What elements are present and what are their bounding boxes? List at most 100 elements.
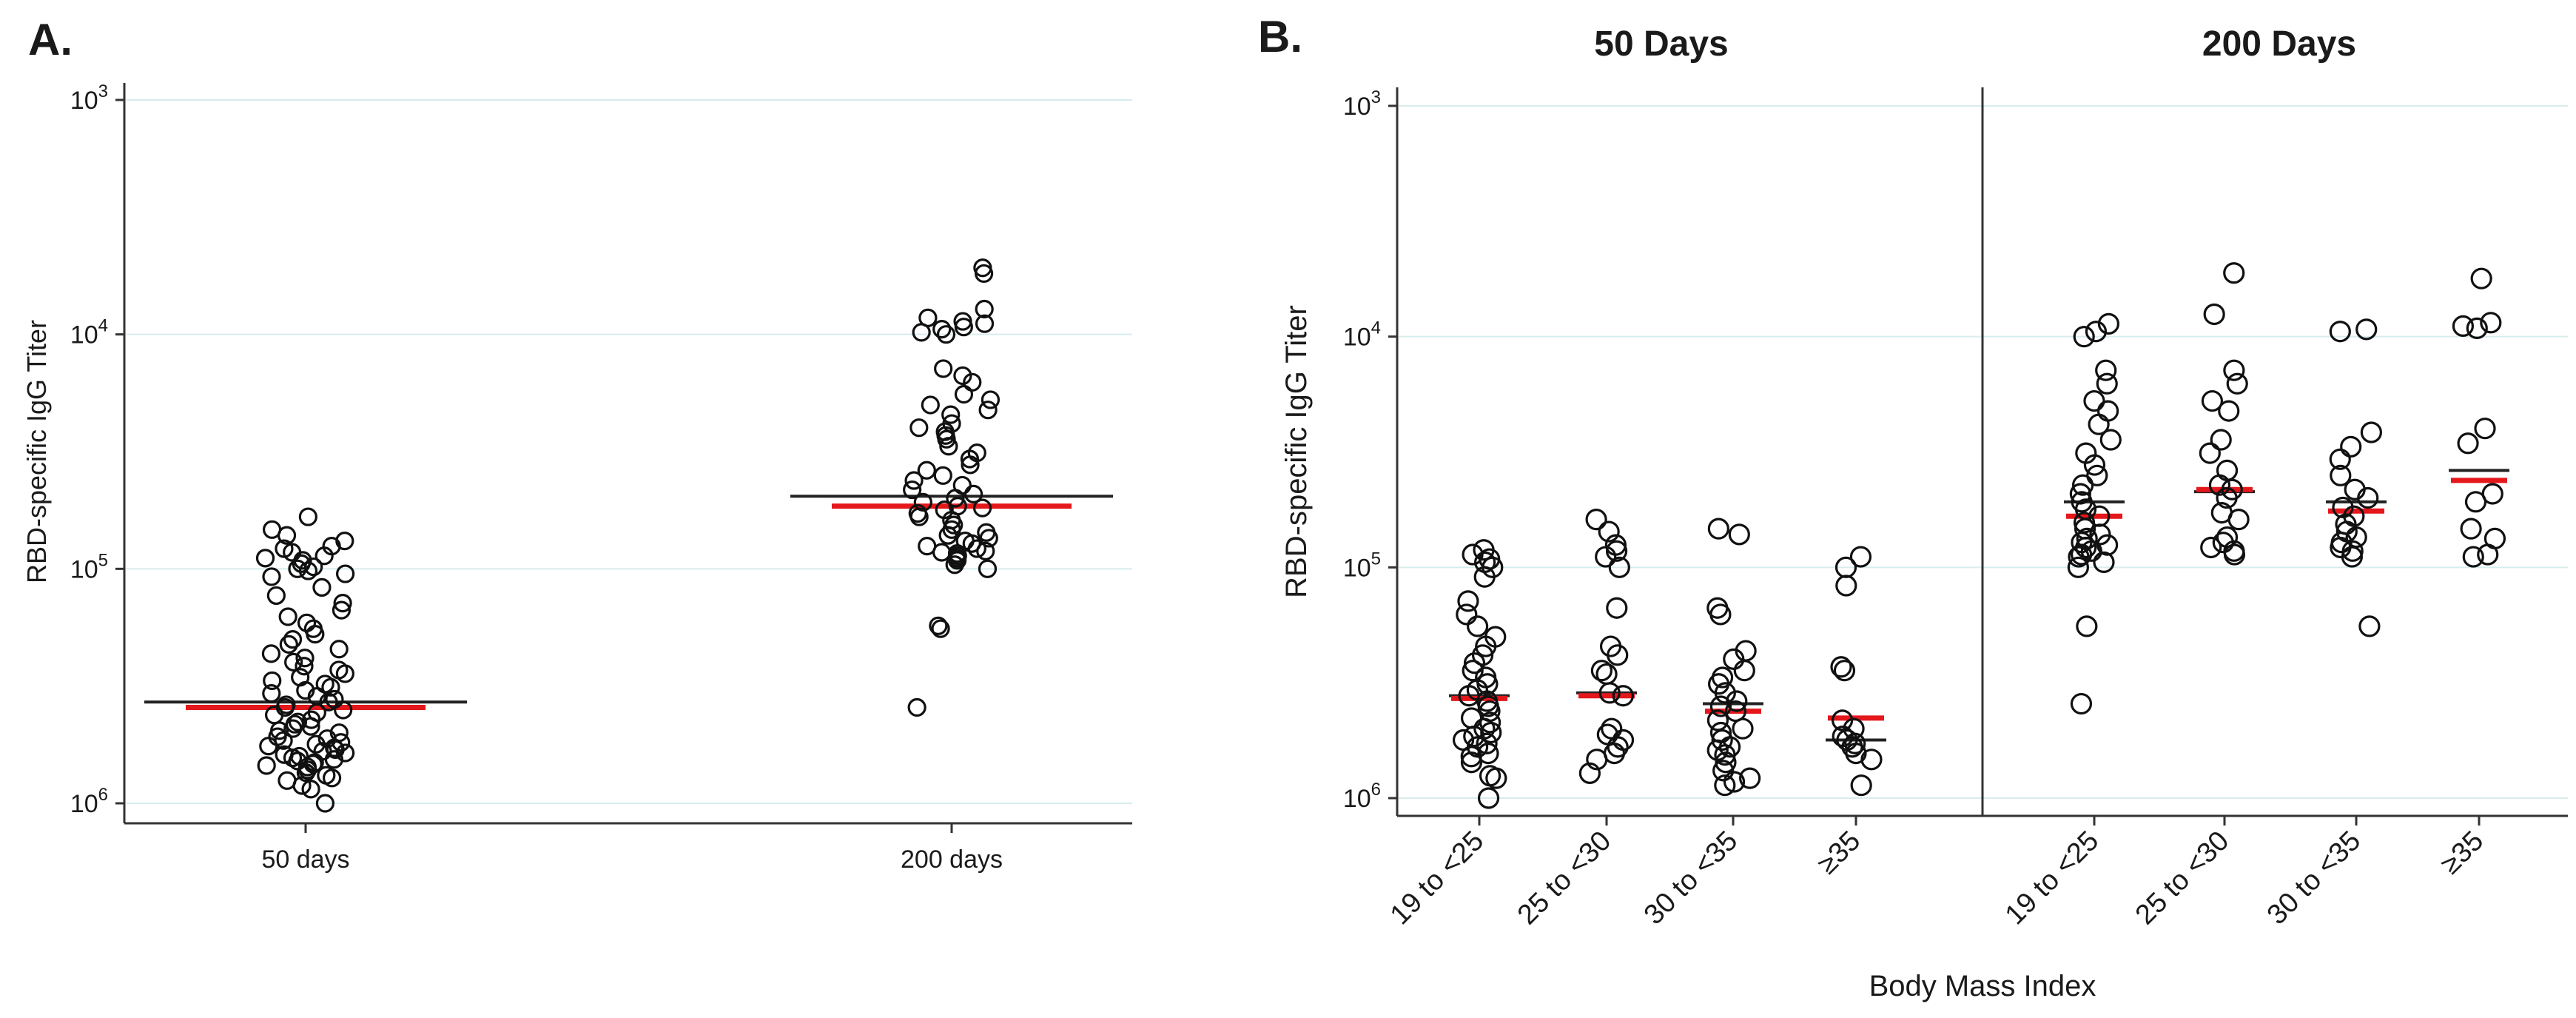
panel-b-200-days-cat4-point (2474, 418, 2496, 440)
panel-b-200-days-cat1-point (2073, 512, 2096, 534)
panel-a-50-days-point (262, 684, 281, 703)
panel-a-200-days-point (948, 496, 967, 516)
panel-a-50-days-point (278, 771, 297, 790)
panel-b-50-days-cat1-point (1457, 590, 1479, 612)
panel-a-50-days-point (283, 630, 303, 649)
panel-b-200-days-cat4-point (2483, 527, 2506, 549)
panel-a-50-days-point (312, 577, 332, 597)
panel-b-200-days-cat2-point (2226, 372, 2248, 395)
panel-b-200-days-cat2-point (2199, 442, 2221, 464)
panel-a-200-days-point (913, 492, 932, 512)
panel-b-y-label: RBD-specific IgG Titer (1280, 305, 1313, 598)
panel-b-50-days-cat4-point (1835, 575, 1857, 597)
panel-a-50-days-point (279, 634, 298, 654)
panel-b-200-days-cat3-point (2355, 318, 2378, 341)
panel-a-200-days-point (955, 531, 975, 551)
panel-a-y-tick-label: 105 (70, 550, 108, 583)
panel-b-50-days-cat2-point (1612, 729, 1635, 751)
panel-b-50-days-cat4-point (1836, 729, 1858, 751)
panel-b-x-tick-label: ≥35 (1812, 826, 1866, 880)
panel-b-200-days-cat1-point (2086, 464, 2108, 486)
panel-b-50-days-cat3-point (1723, 771, 1746, 793)
panel-b-50-days-cat1-point (1471, 644, 1494, 666)
panel-a-50-days-point (329, 640, 349, 659)
panel-b-50-days-cat1-point (1467, 615, 1489, 637)
panel-a-50-days-point (329, 660, 349, 680)
panel-a-200-days-point (963, 372, 982, 392)
panel-b-50-days-cat2-point (1585, 509, 1607, 531)
panel-a-200-days-point (921, 395, 940, 415)
panel-a-x-tick-label: 50 days (261, 845, 349, 874)
panel-a-200-days-point (975, 299, 994, 319)
panel-a-200-days-point (908, 503, 927, 523)
panel-a-200-days-point (954, 384, 974, 404)
panel-a-200-days-point (929, 616, 948, 635)
facet-title-50-days: 50 Days (1594, 24, 1728, 64)
panel-a-200-days-point (932, 320, 952, 339)
panel-b-200-days-cat1-point (2097, 312, 2120, 335)
panel-b-200-days-cat3-point (2358, 615, 2381, 637)
panel-a-50-days-point (263, 671, 282, 691)
panel-b-50-days-cat2-point (1598, 520, 1620, 543)
panel-b-200-days-cat1-point (2088, 413, 2110, 435)
panel-a-gridlines (126, 99, 1132, 804)
panel-a-200-days-point (941, 405, 961, 424)
panel-b-50-days-cat2-point (1608, 556, 1630, 578)
panel-b-50-days-cat1-point (1452, 729, 1475, 751)
panel-b-200-days-cat4-point (2466, 317, 2488, 339)
panel-b-200-days-cat2-point (2223, 262, 2245, 284)
panel-a-x-ticks: 50 days 200 days (261, 823, 1003, 874)
panel-b-50-days-cat3-point (1733, 660, 1755, 682)
panel-b-50-days-cat3-point (1724, 700, 1747, 723)
panel-b-200-days-cat2-point (2223, 359, 2245, 381)
panel-a-200-days-point (976, 541, 995, 560)
panel-a-x-tick-label: 200 days (901, 845, 1003, 874)
panel-b-50-days-cat4-point (1831, 709, 1854, 731)
panel-a-50-days-point (295, 657, 314, 676)
panel-a-200-days-point (904, 471, 924, 490)
panel-a-200-days-point (907, 697, 927, 717)
panel-a-50-days-point (329, 723, 349, 743)
panel-a-y-ticks: 103 104 105 106 (70, 81, 124, 818)
panel-b-200-days-cat2-point (2201, 389, 2224, 412)
panel-b-x-tick-label: 25 to <30 (2130, 826, 2236, 931)
panel-b-50-days-cat2-point (1612, 685, 1634, 707)
panel-b-50-days-cat2-point (1590, 660, 1613, 682)
panel-b-50-days-cat3-point (1735, 640, 1757, 662)
panel-a-50-days-point (306, 734, 326, 754)
panel-a-50-days-point (335, 531, 354, 551)
panel-b-200-days-cat3-point (2344, 478, 2366, 500)
panel-a-200-days-point (933, 466, 952, 485)
panel-a-50-days-point (278, 607, 297, 626)
panel-a-200-days-point (953, 366, 972, 386)
panel-a-200-days-point (967, 443, 986, 463)
panel-a-50-days-point (275, 539, 294, 558)
panel-b-50-days-cat2-point (1606, 597, 1628, 619)
panel-b-50-days-cat3-point (1706, 597, 1729, 619)
panel-a-200-days-point (978, 559, 998, 578)
panel-b-50-days-cat3-point (1706, 709, 1729, 731)
panel-b-200-days-cat1-point (2073, 326, 2095, 348)
panel-a-boxes (144, 495, 1113, 711)
panel-a-50-days-point (333, 594, 352, 613)
panel-b-50-days-cat4-point (1835, 556, 1857, 578)
panel-a-50-days-point (301, 780, 320, 799)
panel-b-200-days-cat1-point (2099, 429, 2122, 451)
panel-b-200-days-cat2-point (2200, 536, 2222, 559)
panel-b-200-days-cat2-point (2210, 429, 2232, 451)
panel-b-50-days-cat4-point (1832, 725, 1854, 748)
panel-b-50-days-cat3-point (1707, 518, 1729, 540)
panel-b-50-days-cat3-point (1709, 721, 1732, 744)
panel-b-y-tick-label: 106 (1343, 780, 1381, 813)
panel-a-200-days-point (931, 619, 950, 638)
panel-b-50-days-cat2-point (1595, 546, 1617, 568)
panel-b-200-days-cat1-point (2075, 442, 2097, 464)
panel-b-50-days-cat1-point (1462, 543, 1484, 566)
panel-a-y-tick-label: 104 (70, 316, 108, 349)
panel-a-50-days-point (275, 745, 294, 764)
facet-title-200-days: 200 Days (2202, 24, 2356, 64)
panel-b-200-days-cat1-point (2070, 692, 2093, 715)
panel-b-200-days-cat4-point (2457, 432, 2479, 455)
panel-a-50-days-point (257, 756, 276, 775)
